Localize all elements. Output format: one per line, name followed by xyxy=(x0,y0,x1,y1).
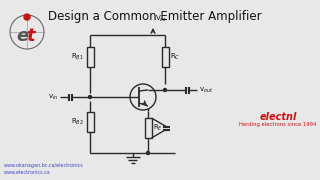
Text: www.electronics.ca: www.electronics.ca xyxy=(4,170,51,175)
Text: v$_{out}$: v$_{out}$ xyxy=(199,85,213,95)
Circle shape xyxy=(147,152,149,154)
Text: Design a Common Emitter Amplifier: Design a Common Emitter Amplifier xyxy=(48,10,262,23)
Text: t: t xyxy=(27,27,35,45)
Text: R$_{E}$: R$_{E}$ xyxy=(153,123,163,133)
Bar xyxy=(86,112,93,132)
Bar xyxy=(145,118,151,138)
Circle shape xyxy=(24,14,30,20)
Text: V$_{cc}$: V$_{cc}$ xyxy=(155,14,167,24)
Circle shape xyxy=(89,96,92,98)
Circle shape xyxy=(164,89,166,91)
Bar xyxy=(162,47,169,67)
Text: e: e xyxy=(16,27,28,45)
Text: R$_{C}$: R$_{C}$ xyxy=(170,52,180,62)
Text: v$_{in}$: v$_{in}$ xyxy=(48,92,58,102)
Text: www.okanagan.bc.ca/electronics: www.okanagan.bc.ca/electronics xyxy=(4,163,84,168)
Text: R$_{B2}$: R$_{B2}$ xyxy=(71,117,84,127)
Text: electnl: electnl xyxy=(259,112,297,122)
Text: R$_{B1}$: R$_{B1}$ xyxy=(71,52,84,62)
Text: Herding electrons since 1994: Herding electrons since 1994 xyxy=(239,122,317,127)
Bar xyxy=(86,47,93,67)
